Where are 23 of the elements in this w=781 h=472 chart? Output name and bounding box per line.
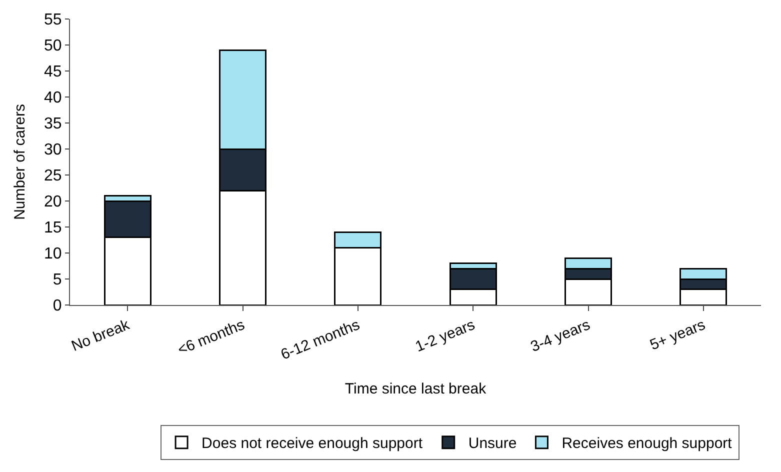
y-tick-label: 50 [44, 38, 62, 55]
legend-label: Receives enough support [562, 435, 733, 452]
x-tick-label: No break [69, 316, 132, 355]
y-tick-label: 25 [44, 168, 62, 185]
y-tick-label: 10 [44, 246, 62, 263]
x-tick-label: 1-2 years [413, 316, 478, 356]
x-tick-label: <6 months [175, 316, 248, 359]
y-tick-label: 15 [44, 220, 62, 237]
x-tick-label: 3-4 years [528, 316, 593, 356]
legend-label: Unsure [468, 435, 517, 452]
y-tick-label: 45 [44, 64, 62, 81]
y-tick-label: 55 [44, 12, 62, 29]
y-tick-label: 35 [44, 116, 62, 133]
x-axis-title: Time since last break [344, 380, 487, 398]
legend-label: Does not receive enough support [202, 435, 424, 452]
y-tick-label: 20 [44, 194, 62, 211]
y-tick-label: 5 [52, 272, 62, 289]
y-tick-label: 40 [44, 90, 62, 107]
y-axis-title: Number of carers [11, 104, 28, 220]
y-tick-label: 30 [44, 142, 62, 159]
x-tick-label: 6-12 months [278, 316, 362, 364]
x-tick-label: 5+ years [648, 316, 708, 354]
y-tick-label: 0 [52, 298, 62, 315]
